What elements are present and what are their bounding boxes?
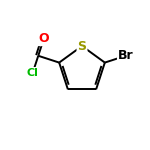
Text: S: S [78, 39, 87, 52]
Text: O: O [39, 32, 49, 45]
Text: Cl: Cl [27, 68, 39, 78]
Text: Br: Br [118, 49, 134, 62]
